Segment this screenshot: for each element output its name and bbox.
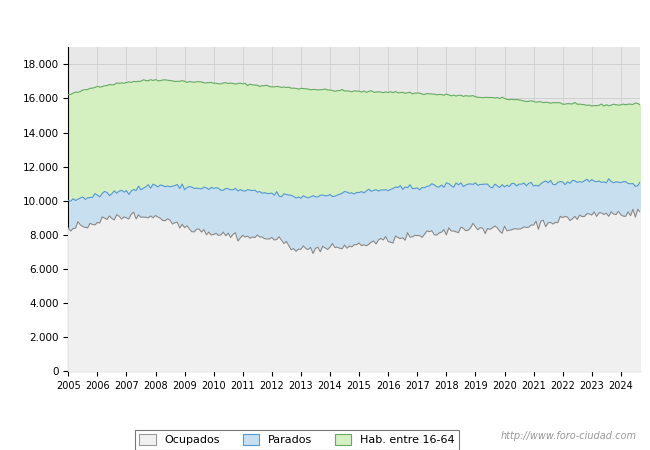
Text: Almansa - Evolucion de la poblacion en edad de Trabajar Septiembre de 2024: Almansa - Evolucion de la poblacion en e…	[66, 14, 584, 27]
Legend: Ocupados, Parados, Hab. entre 16-64: Ocupados, Parados, Hab. entre 16-64	[135, 430, 460, 450]
Text: http://www.foro-ciudad.com: http://www.foro-ciudad.com	[501, 431, 637, 441]
